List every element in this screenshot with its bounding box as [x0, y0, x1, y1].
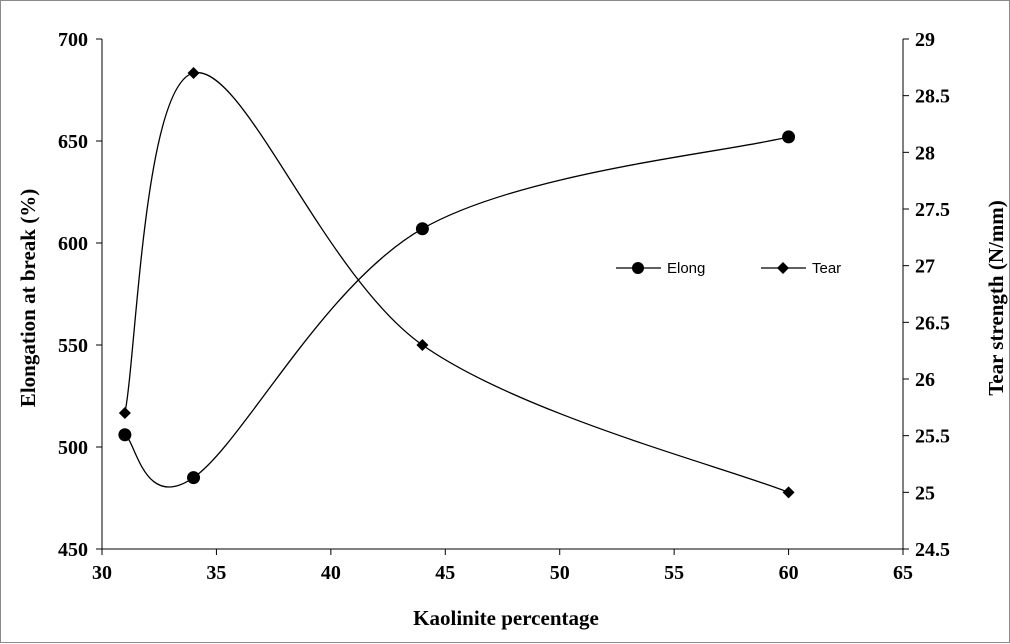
series-layer [118, 67, 796, 499]
legend-elong-label: Elong [667, 260, 705, 277]
x-tick-label: 50 [550, 562, 570, 584]
axes [96, 38, 909, 555]
y-right-tick-label: 26.5 [915, 312, 950, 334]
y-right-tick-label: 25 [915, 482, 935, 504]
x-tick-label: 45 [435, 562, 455, 584]
series-tear-point [416, 339, 429, 351]
x-tick-label: 60 [779, 562, 799, 584]
y-right-axis-title: Tear strength (N/mm) [984, 200, 1008, 396]
legend-tear-marker [777, 262, 789, 274]
y-left-tick-label: 550 [58, 335, 88, 357]
y-right-tick-label: 25.5 [915, 426, 950, 448]
y-left-tick-label: 700 [58, 29, 88, 51]
x-tick-label: 30 [92, 562, 112, 584]
x-axis-title: Kaolinite percentage [413, 606, 599, 630]
series-elong-point [782, 130, 796, 144]
y-left-tick-label: 600 [58, 233, 88, 255]
series-elong-line [124, 136, 789, 488]
legend: Elong Tear [616, 260, 841, 277]
y-left-axis-title: Elongation at break (%) [16, 189, 40, 407]
legend-tear-label: Tear [812, 260, 841, 277]
legend-elong-marker [632, 262, 644, 274]
series-tear-point [187, 67, 200, 79]
y-right-tick-label: 26 [915, 369, 935, 391]
y-right-tick-label: 29 [915, 29, 935, 51]
tick-labels: 30 35 40 45 50 55 60 65 450 500 550 600 650 700 24.5 25… [58, 29, 950, 584]
y-right-tick-label: 27 [915, 256, 935, 278]
x-tick-label: 65 [893, 562, 913, 584]
x-tick-label: 55 [664, 562, 684, 584]
y-right-tick-label: 27.5 [915, 199, 950, 221]
y-right-tick-label: 24.5 [915, 539, 950, 561]
series-elong-point [415, 222, 429, 236]
y-left-tick-label: 450 [58, 539, 88, 561]
series-tear-point [782, 486, 795, 499]
y-right-tick-label: 28.5 [915, 86, 950, 108]
series-elong-point [118, 428, 132, 442]
x-tick-label: 35 [206, 562, 226, 584]
y-left-tick-label: 500 [58, 437, 88, 459]
series-elong-point [187, 471, 201, 485]
series-tear-line [124, 72, 789, 493]
y-right-tick-label: 28 [915, 142, 935, 164]
y-left-tick-label: 650 [58, 131, 88, 153]
x-tick-label: 40 [321, 562, 341, 584]
series-tear-point [118, 407, 131, 419]
